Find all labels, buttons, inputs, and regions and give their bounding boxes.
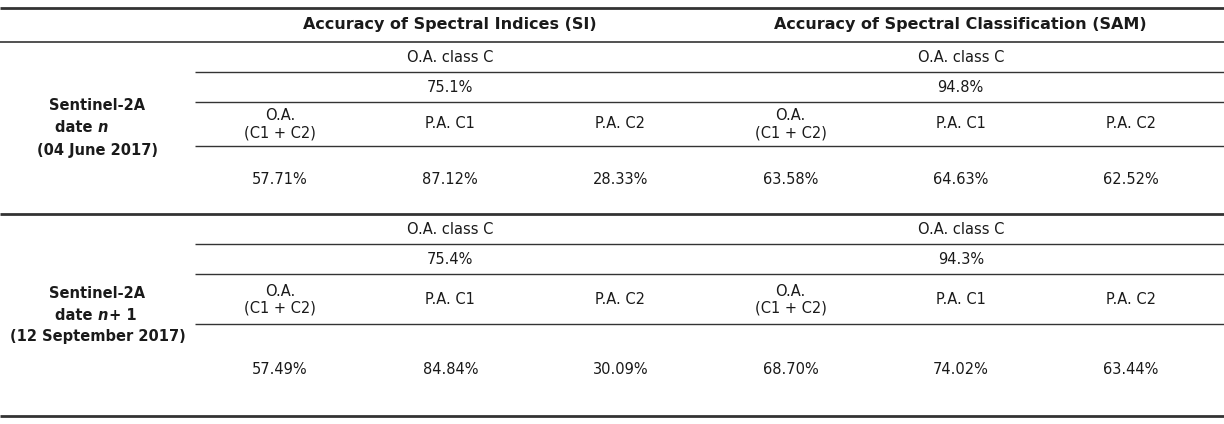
Text: date: date xyxy=(55,307,98,323)
Text: P.A. C1: P.A. C1 xyxy=(425,292,475,307)
Text: 28.33%: 28.33% xyxy=(592,173,647,187)
Text: P.A. C2: P.A. C2 xyxy=(595,117,645,131)
Text: P.A. C2: P.A. C2 xyxy=(595,292,645,307)
Text: n: n xyxy=(98,120,108,136)
Text: O.A.: O.A. xyxy=(776,109,805,123)
Text: O.A.: O.A. xyxy=(264,284,295,298)
Text: 64.63%: 64.63% xyxy=(933,173,989,187)
Text: P.A. C2: P.A. C2 xyxy=(1106,117,1155,131)
Text: (C1 + C2): (C1 + C2) xyxy=(244,126,316,140)
Text: O.A.: O.A. xyxy=(264,109,295,123)
Text: 94.8%: 94.8% xyxy=(938,80,984,95)
Text: 68.70%: 68.70% xyxy=(763,363,819,377)
Text: n: n xyxy=(98,307,108,323)
Text: (12 September 2017): (12 September 2017) xyxy=(10,329,185,344)
Text: O.A. class C: O.A. class C xyxy=(918,50,1004,64)
Text: Accuracy of Spectral Indices (SI): Accuracy of Spectral Indices (SI) xyxy=(304,17,597,33)
Text: O.A. class C: O.A. class C xyxy=(408,50,493,64)
Text: 30.09%: 30.09% xyxy=(592,363,649,377)
Text: 63.58%: 63.58% xyxy=(763,173,819,187)
Text: (C1 + C2): (C1 + C2) xyxy=(755,301,826,315)
Text: O.A. class C: O.A. class C xyxy=(918,221,1004,237)
Text: P.A. C1: P.A. C1 xyxy=(425,117,475,131)
Text: O.A.: O.A. xyxy=(776,284,805,298)
Text: 62.52%: 62.52% xyxy=(1103,173,1159,187)
Text: (04 June 2017): (04 June 2017) xyxy=(37,142,158,157)
Text: 57.49%: 57.49% xyxy=(252,363,308,377)
Text: (C1 + C2): (C1 + C2) xyxy=(755,126,826,140)
Text: 74.02%: 74.02% xyxy=(933,363,989,377)
Text: P.A. C1: P.A. C1 xyxy=(936,292,985,307)
Text: 87.12%: 87.12% xyxy=(422,173,479,187)
Text: 75.1%: 75.1% xyxy=(427,80,474,95)
Text: 84.84%: 84.84% xyxy=(422,363,479,377)
Text: 63.44%: 63.44% xyxy=(1103,363,1159,377)
Text: 75.4%: 75.4% xyxy=(427,251,474,267)
Text: + 1: + 1 xyxy=(104,307,136,323)
Text: 57.71%: 57.71% xyxy=(252,173,308,187)
Text: P.A. C1: P.A. C1 xyxy=(936,117,985,131)
Text: 94.3%: 94.3% xyxy=(938,251,984,267)
Text: Accuracy of Spectral Classification (SAM): Accuracy of Spectral Classification (SAM… xyxy=(775,17,1147,33)
Text: date: date xyxy=(55,120,98,136)
Text: (C1 + C2): (C1 + C2) xyxy=(244,301,316,315)
Text: Sentinel-2A: Sentinel-2A xyxy=(49,98,146,114)
Text: Sentinel-2A: Sentinel-2A xyxy=(49,285,146,301)
Text: P.A. C2: P.A. C2 xyxy=(1106,292,1155,307)
Text: O.A. class C: O.A. class C xyxy=(408,221,493,237)
